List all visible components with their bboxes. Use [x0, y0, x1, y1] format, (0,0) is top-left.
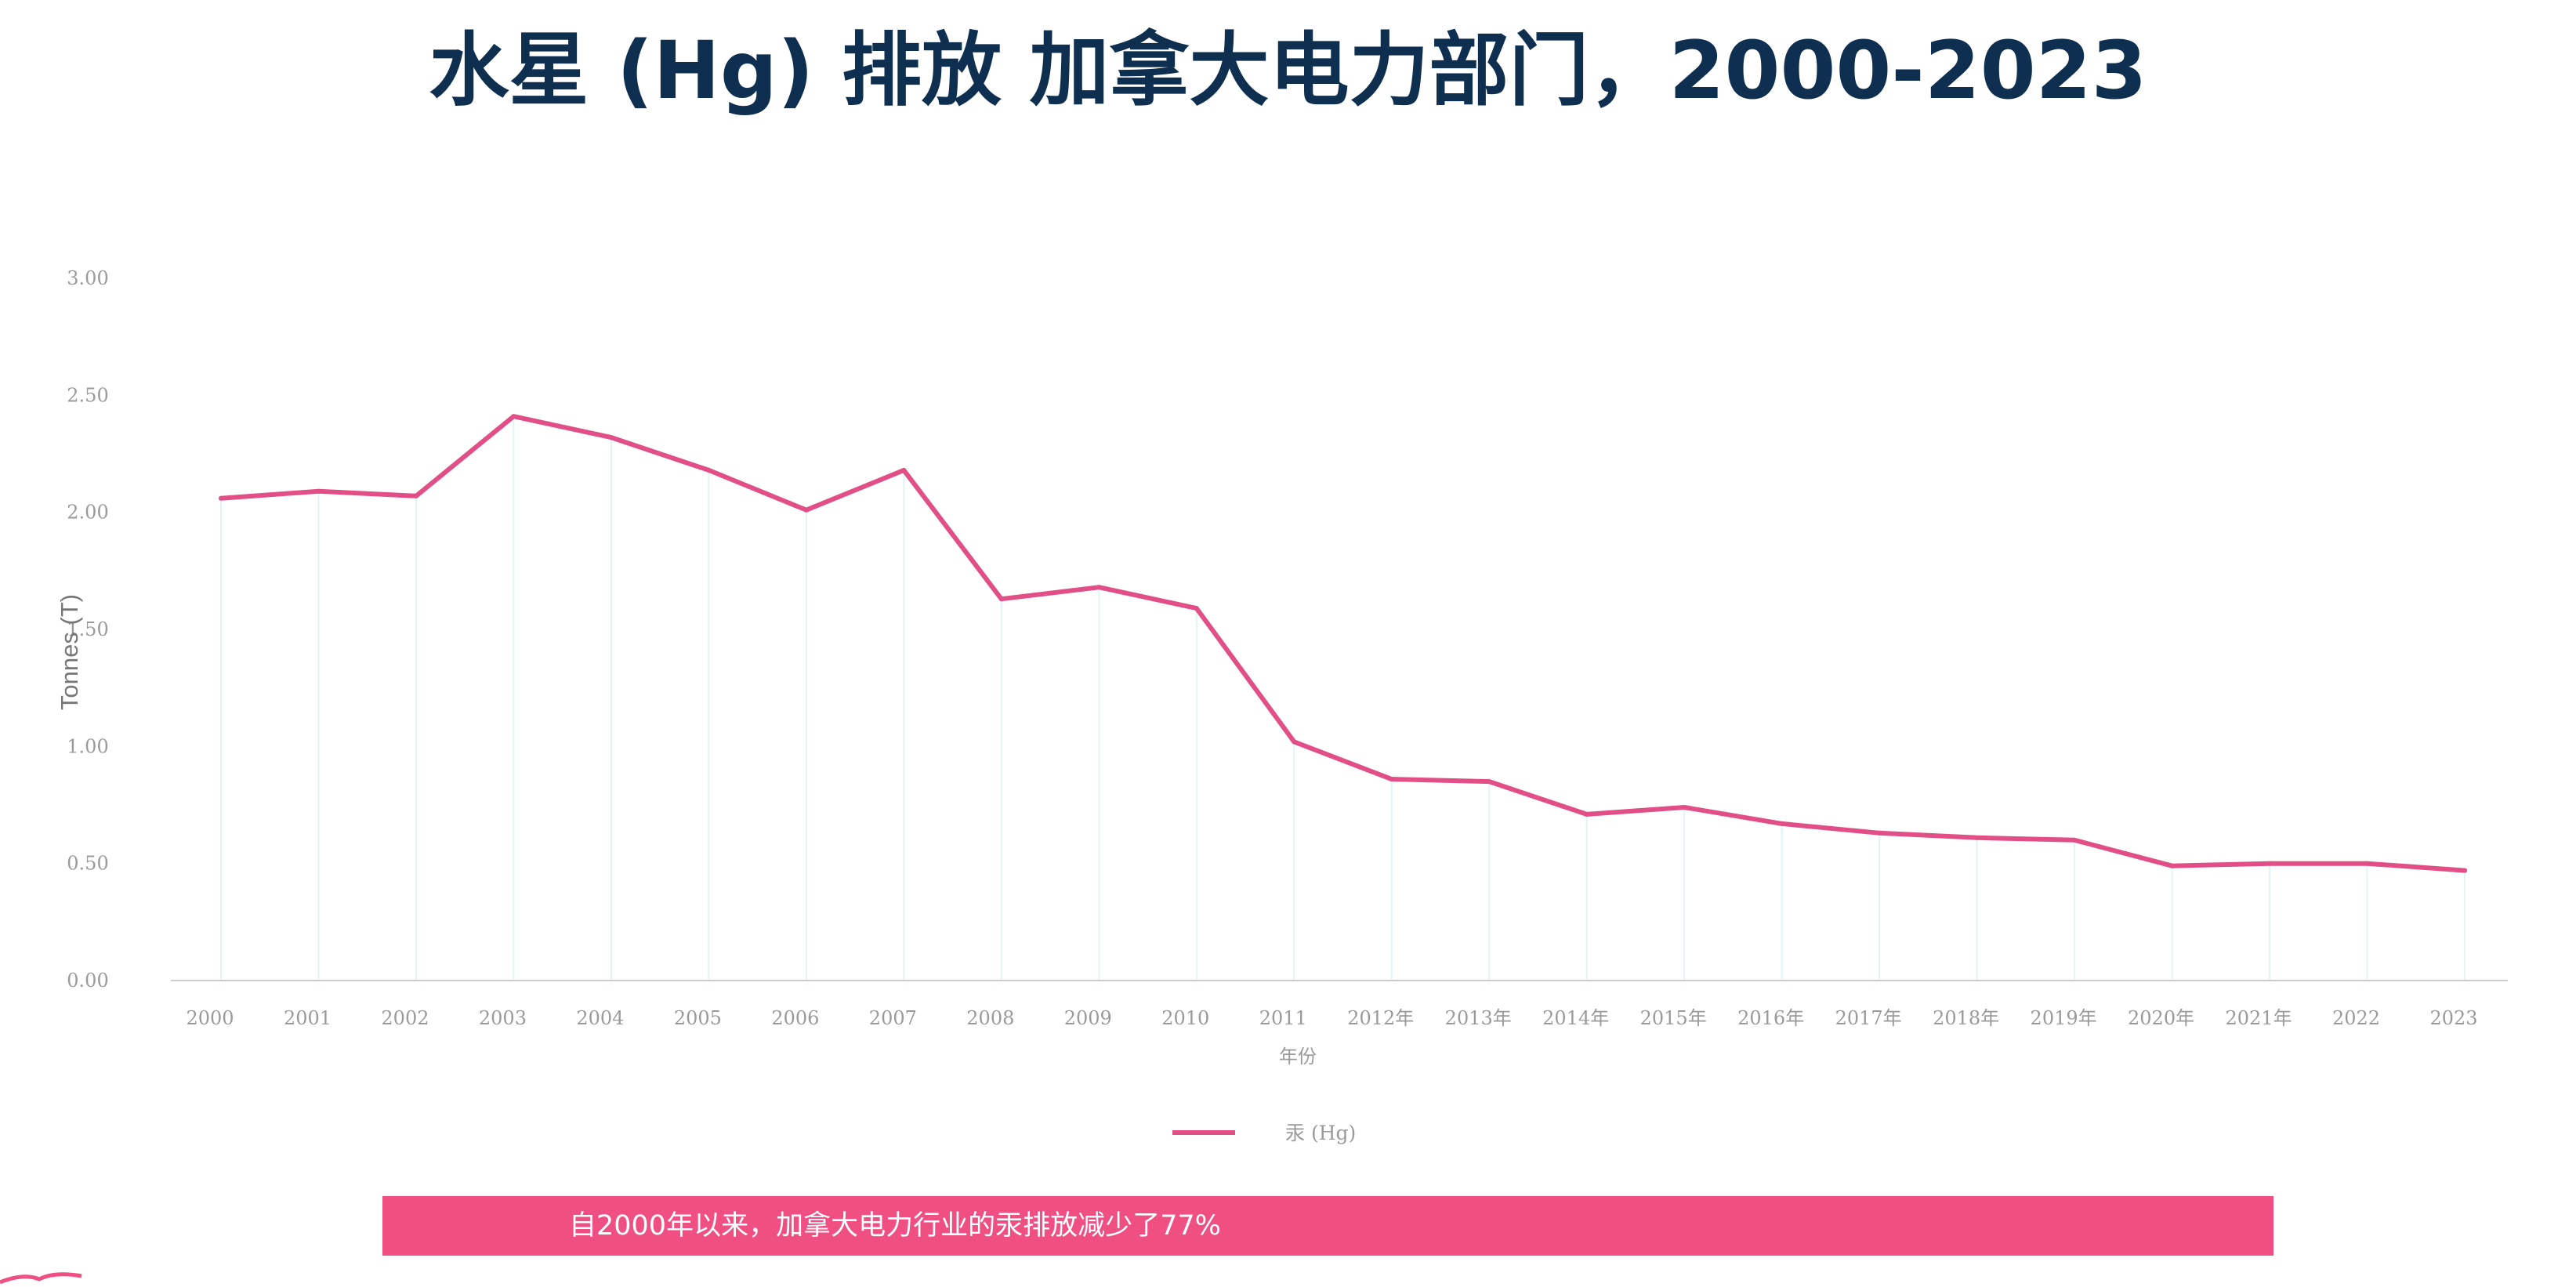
x-tick-label: 2014年 — [1542, 1007, 1609, 1029]
x-tick-label: 2018年 — [1933, 1007, 1999, 1029]
x-tick-label: 2013年 — [1445, 1007, 1512, 1029]
data-point[interactable] — [608, 435, 614, 440]
y-axis-title: Tonnes (T) — [56, 594, 83, 710]
x-tick-label: 2009 — [1064, 1007, 1112, 1029]
data-point[interactable] — [1584, 811, 1589, 817]
series-line-hg[interactable] — [219, 414, 2467, 873]
x-tick-label: 2005 — [674, 1007, 722, 1029]
summary-banner-text: 自2000年以来，加拿大电力行业的汞排放减少了77% — [569, 1210, 1221, 1242]
x-tick-label: 2011 — [1259, 1007, 1307, 1029]
data-point[interactable] — [1487, 779, 1492, 785]
summary-banner: 自2000年以来，加拿大电力行业的汞排放减少了77% — [382, 1196, 2273, 1256]
legend[interactable]: 汞 (Hg) — [1172, 1122, 1356, 1144]
x-tick-label: 2012年 — [1347, 1007, 1414, 1029]
line-chart: 0.000.501.001.502.002.503.00 2000 2001 200… — [56, 267, 2508, 1144]
data-point[interactable] — [2072, 837, 2078, 843]
data-point[interactable] — [1389, 777, 1394, 782]
x-tick-label: 2017年 — [1835, 1007, 1902, 1029]
x-tick-label: 2007 — [869, 1007, 917, 1029]
x-tick-label: 2003 — [479, 1007, 527, 1029]
y-tick-label: 1.00 — [67, 735, 108, 757]
data-point[interactable] — [1779, 821, 1784, 826]
gridlines — [220, 416, 2465, 981]
x-axis-title: 年份 — [1279, 1046, 1317, 1068]
data-point[interactable] — [2169, 863, 2175, 868]
data-point[interactable] — [803, 507, 809, 513]
data-point[interactable] — [1682, 804, 1687, 810]
x-tick-label: 2010 — [1161, 1007, 1209, 1029]
y-tick-label: 2.50 — [67, 384, 108, 406]
data-point[interactable] — [2462, 868, 2467, 873]
y-tick-label: 3.00 — [67, 267, 108, 289]
data-point[interactable] — [219, 495, 223, 501]
data-point[interactable] — [1194, 606, 1199, 611]
data-point[interactable] — [511, 414, 516, 419]
y-tick-label: 1.50 — [67, 618, 108, 640]
x-axis-ticks: 2000 2001 2002 2003 2004 2005 2006 2007 2008 2009… — [186, 1007, 2477, 1029]
y-tick-label: 0.00 — [67, 970, 108, 992]
x-tick-label: 2000 — [186, 1007, 234, 1029]
data-point[interactable] — [706, 467, 712, 473]
data-point[interactable] — [998, 596, 1004, 602]
corner-logo-mark — [0, 1272, 82, 1285]
y-axis-ticks: 0.00 0.50 1.00 1.50 2.00 2.50 3.00 — [67, 267, 108, 992]
data-point[interactable] — [316, 488, 321, 494]
x-tick-label: 2023 — [2429, 1007, 2477, 1029]
x-tick-label: 2020年 — [2128, 1007, 2194, 1029]
page-title: 水星 (Hg) 排放 加拿大电力部门，2000-2023 — [429, 24, 2147, 118]
legend-label: 汞 (Hg) — [1285, 1122, 1356, 1144]
x-tick-label: 2001 — [284, 1007, 332, 1029]
x-tick-label: 2019年 — [2031, 1007, 2097, 1029]
data-point[interactable] — [413, 493, 418, 498]
data-point[interactable] — [1096, 585, 1102, 590]
x-tick-label: 2004 — [576, 1007, 624, 1029]
data-point[interactable] — [2364, 861, 2370, 866]
data-point[interactable] — [1877, 830, 1882, 836]
x-tick-label: 2008 — [966, 1007, 1014, 1029]
y-tick-label: 0.50 — [67, 853, 108, 875]
data-point[interactable] — [2267, 861, 2273, 866]
x-tick-label: 2006 — [771, 1007, 819, 1029]
x-tick-label: 2021年 — [2226, 1007, 2292, 1029]
series-layer — [219, 414, 2467, 873]
y-tick-label: 2.00 — [67, 502, 108, 524]
x-tick-label: 2002 — [381, 1007, 429, 1029]
data-point[interactable] — [1292, 739, 1297, 745]
data-point[interactable] — [1974, 835, 1980, 840]
x-tick-label: 2022 — [2332, 1007, 2380, 1029]
x-tick-label: 2016年 — [1737, 1007, 1804, 1029]
x-tick-label: 2015年 — [1640, 1007, 1707, 1029]
data-point[interactable] — [901, 467, 907, 473]
